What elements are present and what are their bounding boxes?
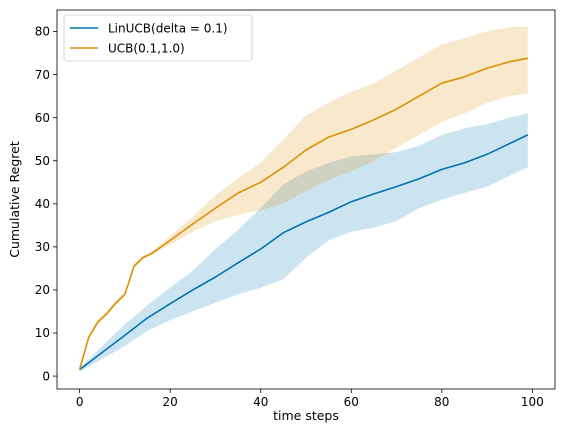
legend: LinUCB(delta = 0.1) UCB(0.1,1.0) (63, 14, 253, 62)
y-tick-label: 40 (35, 197, 50, 211)
x-axis-ticks: 0 20 40 60 80 100 (76, 389, 544, 409)
x-tick-label: 80 (434, 395, 449, 409)
y-tick-label: 30 (35, 240, 50, 254)
series-2-band (79, 26, 528, 371)
y-axis-label: Cumulative Regret (7, 141, 22, 258)
x-tick-label: 0 (76, 395, 84, 409)
plot-frame (56, 9, 556, 390)
x-tick-label: 100 (521, 395, 544, 409)
x-tick-label: 60 (344, 395, 359, 409)
y-tick-label: 60 (35, 111, 50, 125)
y-tick-label: 10 (35, 326, 50, 340)
x-tick-label: 40 (253, 395, 268, 409)
series-1-line (79, 134, 529, 371)
legend-box (63, 14, 253, 62)
y-tick-label: 50 (35, 154, 50, 168)
y-tick-label: 20 (35, 283, 50, 297)
series-lines (78, 57, 529, 371)
legend-label: LinUCB(delta = 0.1) (108, 21, 228, 35)
y-tick-label: 70 (35, 68, 50, 82)
series-1-band (79, 113, 528, 372)
legend-label: UCB(0.1,1.0) (108, 41, 185, 55)
series-2-line (78, 57, 528, 370)
y-tick-label: 0 (42, 369, 50, 383)
y-tick-label: 80 (35, 25, 50, 39)
confidence-bands (79, 26, 528, 372)
x-axis-label: time steps (273, 408, 339, 423)
y-axis-ticks: 0 10 20 30 40 50 60 70 80 (35, 25, 57, 383)
x-tick-label: 20 (163, 395, 178, 409)
